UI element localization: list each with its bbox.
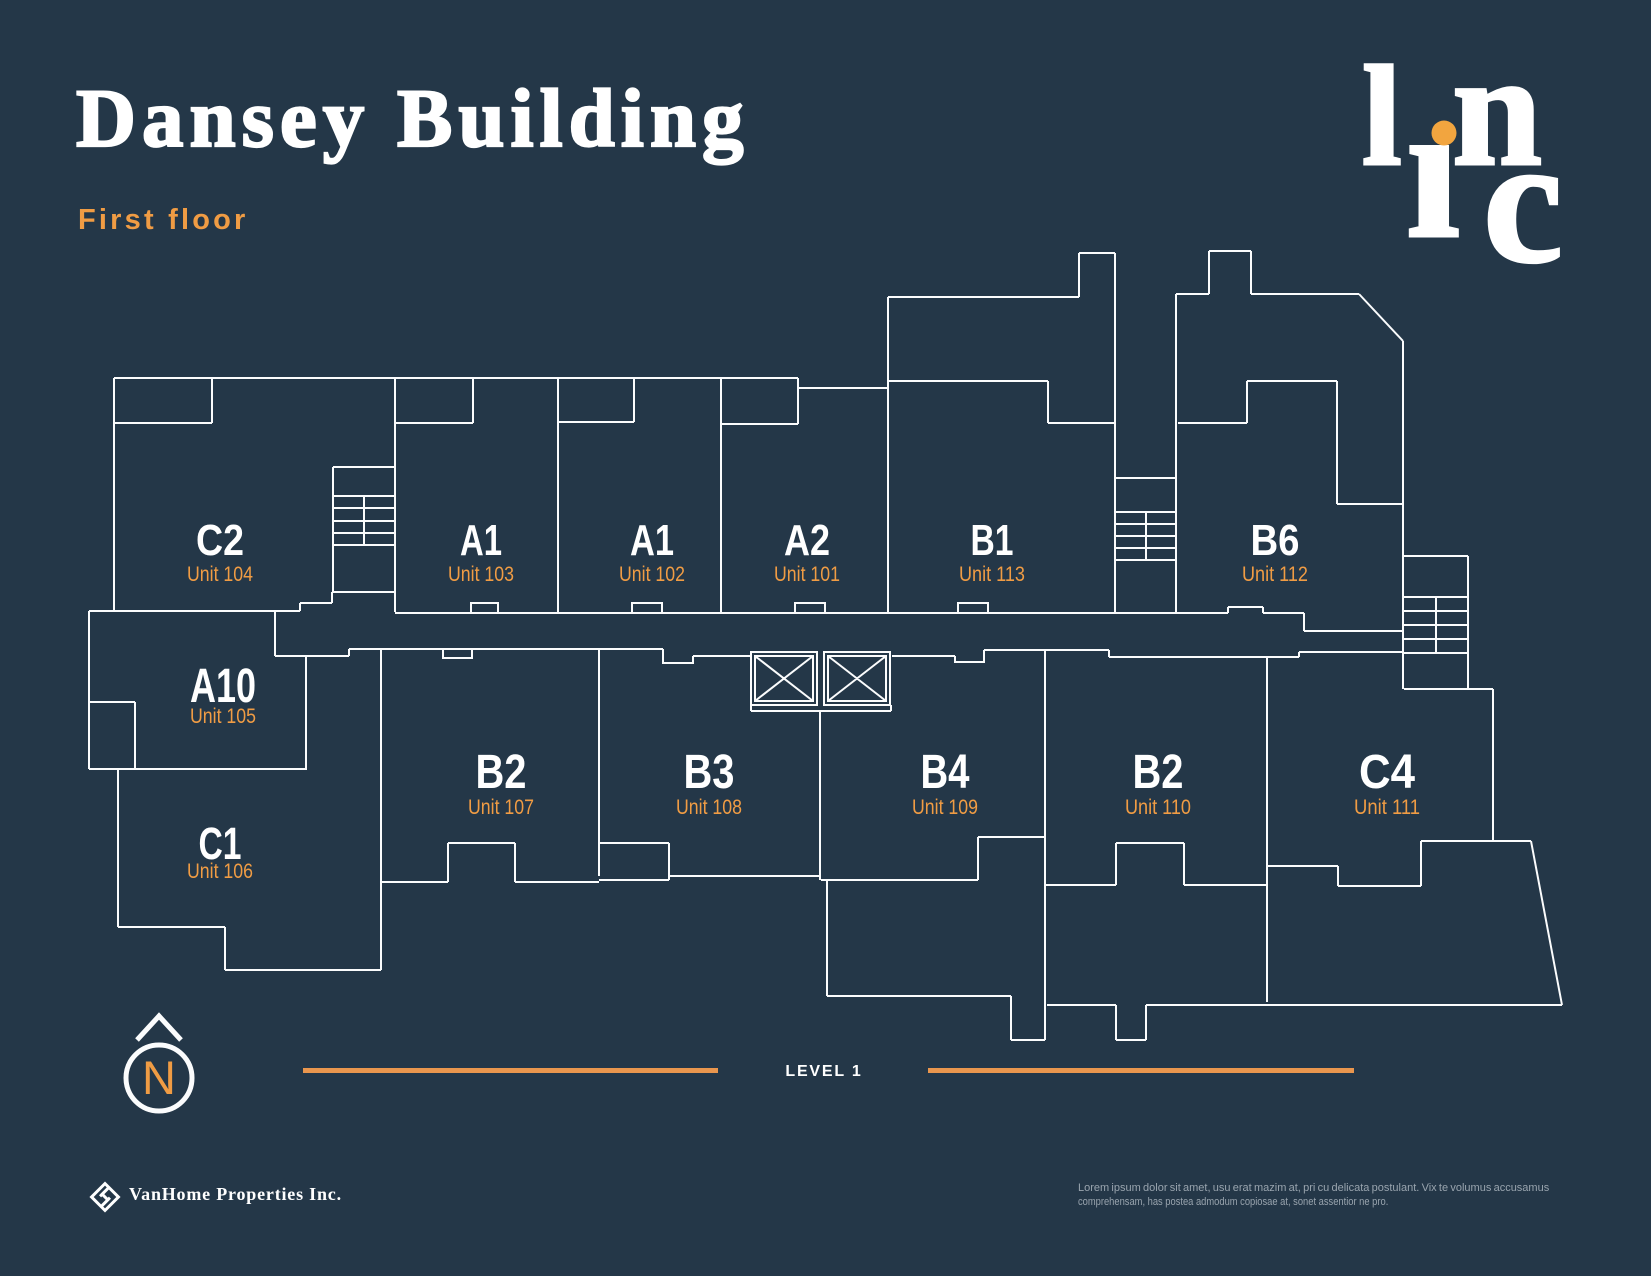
svg-text:Unit 109: Unit 109 (912, 796, 978, 819)
svg-text:LEVEL 1: LEVEL 1 (785, 1063, 862, 1080)
svg-text:C1: C1 (199, 818, 242, 869)
svg-text:c: c (1483, 101, 1563, 300)
svg-text:n: n (1452, 21, 1542, 200)
svg-text:Unit 112: Unit 112 (1242, 563, 1308, 586)
svg-text:B2: B2 (1133, 746, 1184, 799)
svg-text:N: N (142, 1051, 176, 1104)
svg-text:Unit 102: Unit 102 (619, 563, 685, 586)
svg-text:B3: B3 (684, 746, 735, 799)
svg-text:ı: ı (1406, 63, 1460, 279)
svg-text:Unit 101: Unit 101 (774, 563, 840, 586)
svg-text:Unit 111: Unit 111 (1354, 796, 1420, 819)
svg-text:Unit 103: Unit 103 (448, 563, 514, 586)
svg-text:Unit 108: Unit 108 (676, 796, 742, 819)
svg-text:B4: B4 (921, 746, 970, 799)
svg-text:B2: B2 (476, 746, 527, 799)
svg-text:Unit 110: Unit 110 (1125, 796, 1191, 819)
svg-text:Unit 107: Unit 107 (468, 796, 534, 819)
svg-text:A1: A1 (630, 516, 674, 565)
svg-text:A1: A1 (460, 516, 502, 565)
svg-text:C2: C2 (196, 516, 244, 565)
svg-text:Unit 113: Unit 113 (959, 563, 1025, 586)
svg-text:Unit 105: Unit 105 (190, 705, 256, 728)
svg-text:B1: B1 (971, 516, 1014, 565)
svg-text:Unit 104: Unit 104 (187, 563, 253, 586)
svg-text:Unit 106: Unit 106 (187, 860, 253, 883)
svg-text:C4: C4 (1359, 746, 1415, 799)
svg-text:B6: B6 (1251, 516, 1300, 565)
svg-text:l: l (1362, 37, 1402, 195)
svg-text:A10: A10 (190, 660, 256, 713)
svg-text:A2: A2 (784, 516, 830, 565)
